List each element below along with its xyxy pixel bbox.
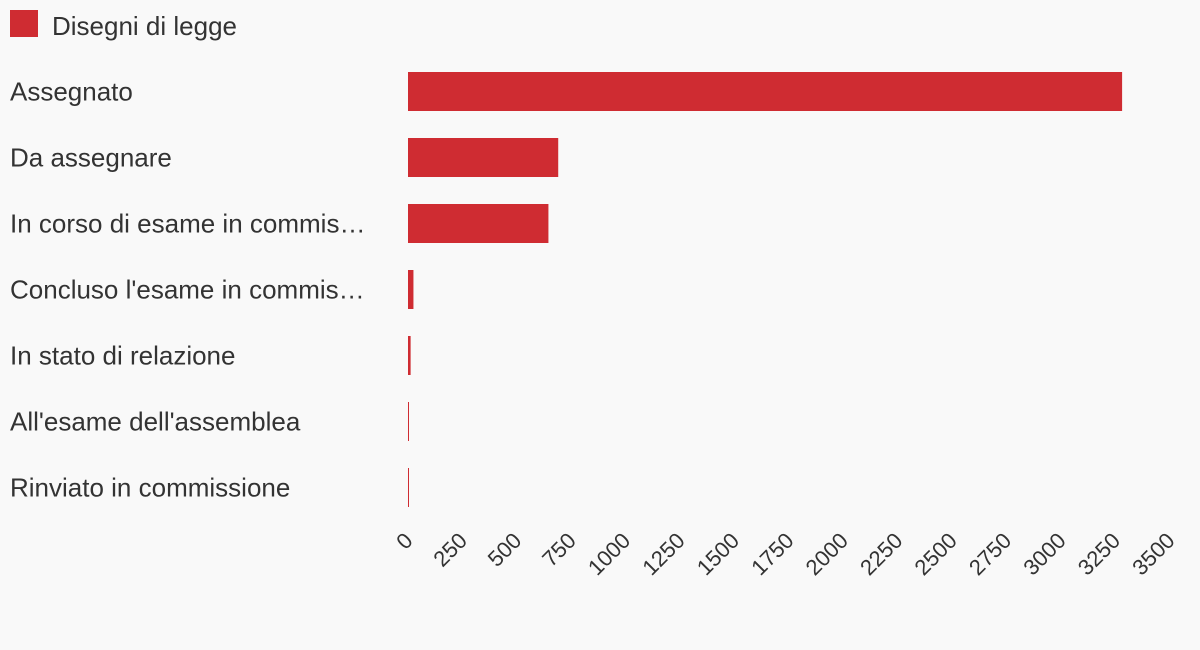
x-tick-label: 1500 (692, 528, 744, 580)
bars-group (408, 72, 1123, 507)
bar[interactable] (408, 204, 549, 243)
x-tick-label: 500 (483, 528, 527, 572)
category-label: In corso di esame in commis… (10, 209, 365, 239)
x-tick-label: 0 (391, 528, 417, 554)
x-tick-label: 3500 (1127, 528, 1179, 580)
x-tick-label: 2750 (964, 528, 1016, 580)
x-tick-label: 1000 (583, 528, 635, 580)
bar[interactable] (408, 270, 414, 309)
x-tick-label: 2500 (910, 528, 962, 580)
x-tick-label: 250 (428, 528, 472, 572)
category-label: Concluso l'esame in commis… (10, 275, 365, 305)
bar[interactable] (408, 336, 411, 375)
x-tick-label: 3250 (1073, 528, 1125, 580)
category-label: All'esame dell'assemblea (10, 407, 301, 437)
x-tick-label: 1250 (637, 528, 689, 580)
x-axis-ticks: 0 250 500 750 1000 1250 1500 1750 2000 2250 2500 27… (391, 528, 1179, 580)
category-labels: Assegnato Da assegnare In corso di esame i… (10, 77, 365, 503)
bar[interactable] (408, 72, 1123, 111)
bar[interactable] (408, 402, 409, 441)
x-tick-label: 1750 (746, 528, 798, 580)
category-label: Assegnato (10, 77, 133, 107)
x-tick-label: 3000 (1018, 528, 1070, 580)
category-label: Rinviato in commissione (10, 473, 290, 503)
x-tick-label: 750 (537, 528, 581, 572)
bar[interactable] (408, 468, 409, 507)
x-tick-label: 2000 (801, 528, 853, 580)
bar[interactable] (408, 138, 559, 177)
category-label: Da assegnare (10, 143, 172, 173)
legend-swatch (10, 10, 38, 37)
legend-label: Disegni di legge (52, 11, 237, 41)
category-label: In stato di relazione (10, 341, 235, 371)
x-tick-label: 2250 (855, 528, 907, 580)
legend: Disegni di legge (10, 10, 237, 41)
